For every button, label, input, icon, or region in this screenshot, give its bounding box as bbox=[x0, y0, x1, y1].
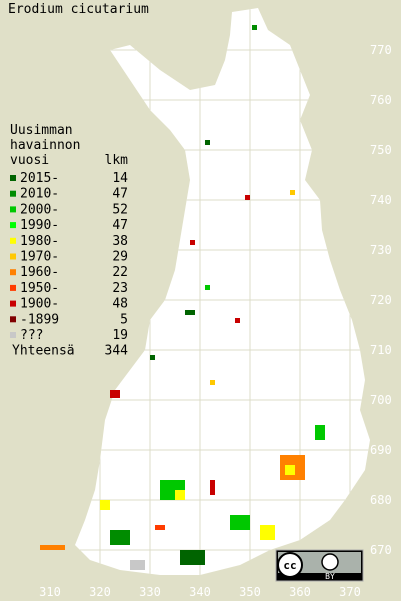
observation-square bbox=[285, 465, 295, 475]
observation-square bbox=[315, 425, 325, 440]
by-icon bbox=[321, 553, 339, 571]
legend-count: 22 bbox=[112, 265, 128, 280]
y-axis-label: 730 bbox=[370, 243, 392, 257]
legend-swatch bbox=[10, 190, 16, 197]
legend-swatch bbox=[10, 300, 16, 307]
cc-text: cc bbox=[283, 559, 296, 572]
observation-square bbox=[185, 310, 195, 315]
legend-label: 2000- bbox=[20, 202, 59, 217]
y-axis-label: 690 bbox=[370, 443, 392, 457]
legend-heading: havainnon bbox=[10, 138, 80, 153]
observation-square bbox=[130, 560, 145, 570]
legend-swatch bbox=[10, 284, 16, 291]
observation-square bbox=[40, 545, 65, 550]
legend-swatch bbox=[10, 175, 16, 181]
legend-label: 1960- bbox=[20, 265, 59, 280]
legend-count-heading: lkm bbox=[105, 153, 129, 168]
x-axis-label: 320 bbox=[89, 585, 111, 599]
observation-square bbox=[100, 500, 110, 510]
observation-square bbox=[245, 195, 250, 200]
y-axis-label: 680 bbox=[370, 493, 392, 507]
legend-label: 2010- bbox=[20, 187, 59, 202]
license-badge: cc BY bbox=[275, 549, 364, 582]
x-axis-label: 330 bbox=[139, 585, 161, 599]
legend-count: 23 bbox=[112, 281, 128, 296]
total-label: Yhteensä bbox=[12, 344, 75, 359]
observation-square bbox=[150, 355, 155, 360]
legend-count: 47 bbox=[112, 187, 128, 202]
legend-count: 48 bbox=[112, 297, 128, 312]
x-axis-label: 340 bbox=[189, 585, 211, 599]
legend-count: 19 bbox=[112, 328, 128, 343]
y-axis-label: 770 bbox=[370, 43, 392, 57]
observation-square bbox=[205, 140, 210, 145]
cc-icon bbox=[277, 552, 303, 578]
observation-square bbox=[180, 550, 205, 565]
legend-swatch bbox=[10, 316, 16, 323]
y-axis-label: 710 bbox=[370, 343, 392, 357]
legend-heading: vuosi bbox=[10, 153, 49, 168]
legend-swatch bbox=[10, 269, 16, 276]
legend-heading: Uusimman bbox=[10, 123, 73, 138]
title: Erodium cicutarium bbox=[8, 2, 149, 17]
observation-square bbox=[190, 240, 195, 245]
legend-label: 1900- bbox=[20, 297, 59, 312]
legend-swatch bbox=[10, 237, 16, 244]
legend-label: 1950- bbox=[20, 281, 59, 296]
x-axis-label: 370 bbox=[339, 585, 361, 599]
x-axis-label: 350 bbox=[239, 585, 261, 599]
legend-count: 38 bbox=[112, 234, 128, 249]
legend-swatch bbox=[10, 206, 16, 213]
observation-square bbox=[175, 490, 185, 500]
y-axis-label: 750 bbox=[370, 143, 392, 157]
y-axis-label: 720 bbox=[370, 293, 392, 307]
x-axis-label: 360 bbox=[289, 585, 311, 599]
observation-square bbox=[210, 380, 215, 385]
observation-squares bbox=[40, 25, 325, 570]
total-count: 344 bbox=[105, 344, 129, 359]
legend-swatch bbox=[10, 253, 16, 260]
legend-count: 52 bbox=[112, 202, 128, 217]
by-text: BY bbox=[325, 572, 335, 581]
y-axis-label: 760 bbox=[370, 93, 392, 107]
y-axis-label: 670 bbox=[370, 543, 392, 557]
legend-count: 14 bbox=[112, 171, 128, 186]
legend-count: 29 bbox=[112, 250, 128, 265]
observation-square bbox=[210, 480, 215, 495]
legend-count: 5 bbox=[120, 312, 128, 327]
observation-square bbox=[290, 190, 295, 195]
observation-square bbox=[155, 525, 165, 530]
observation-square bbox=[205, 285, 210, 290]
legend-label: 1970- bbox=[20, 250, 59, 265]
observation-square bbox=[110, 390, 120, 398]
observation-square bbox=[252, 25, 257, 30]
observation-square bbox=[230, 515, 250, 530]
y-axis-label: 700 bbox=[370, 393, 392, 407]
legend-count: 47 bbox=[112, 218, 128, 233]
y-axis-label: 740 bbox=[370, 193, 392, 207]
observation-square bbox=[110, 530, 130, 545]
axes: 310 320 330 340 350 360 370 670 680 690 700 710 720 7… bbox=[39, 43, 392, 599]
legend-label: ??? bbox=[20, 328, 43, 343]
legend-label: 1990- bbox=[20, 218, 59, 233]
legend-swatch bbox=[10, 332, 16, 338]
legend-label: 2015- bbox=[20, 171, 59, 186]
legend-label: -1899 bbox=[20, 312, 59, 327]
observation-square bbox=[235, 318, 240, 323]
observation-square bbox=[260, 525, 275, 540]
legend-label: 1980- bbox=[20, 234, 59, 249]
x-axis-label: 310 bbox=[39, 585, 61, 599]
legend-swatch bbox=[10, 222, 16, 229]
